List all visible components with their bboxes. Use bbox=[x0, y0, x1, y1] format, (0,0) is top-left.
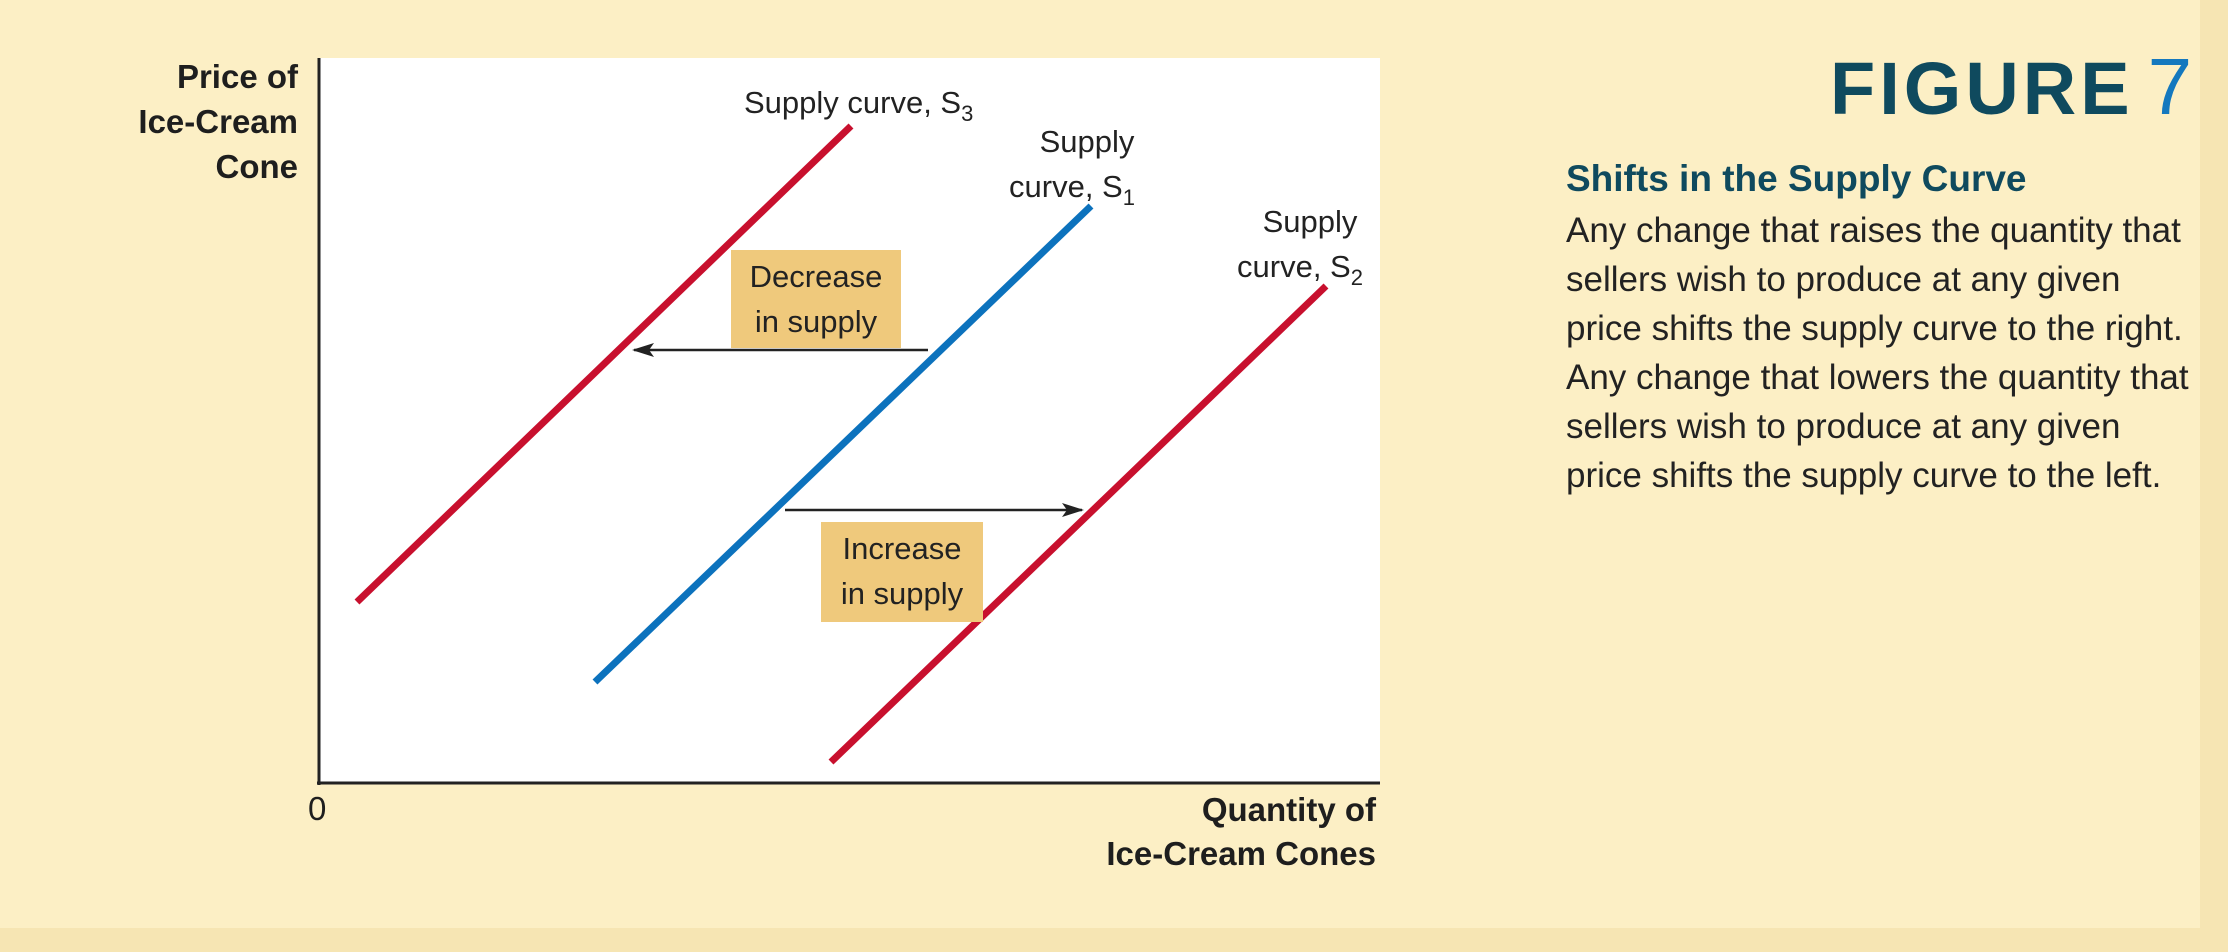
x-axis-title-line1: Quantity of bbox=[1201, 791, 1376, 828]
supply-curve-s3 bbox=[354, 123, 854, 605]
origin-label: 0 bbox=[308, 790, 327, 827]
supply-curve-s1 bbox=[592, 203, 1094, 685]
x-axis-title: Quantity of Ice-Cream Cones bbox=[1020, 788, 1376, 876]
y-axis-title-line1: Price of bbox=[176, 58, 298, 95]
label-s2-line1: Supply bbox=[1263, 204, 1358, 239]
figure-label: FIGURE bbox=[1830, 47, 2134, 130]
figure-title: FIGURE 7 bbox=[1830, 42, 2192, 134]
decrease-label-line2: in supply bbox=[755, 304, 878, 339]
x-axis-title-line2: Ice-Cream Cones bbox=[1106, 835, 1376, 872]
decrease-label-line1: Decrease bbox=[750, 259, 883, 294]
y-axis-title-line2: Ice-Cream bbox=[138, 103, 298, 140]
caption-body: Any change that raises the quantity that… bbox=[1566, 211, 2189, 495]
increase-label-line1: Increase bbox=[843, 531, 962, 566]
label-s2-line2: curve, S2 bbox=[1237, 249, 1363, 290]
panel-edge-bottom bbox=[0, 928, 2228, 952]
supply-curve-s2 bbox=[828, 283, 1329, 765]
label-s3: Supply curve, S3 bbox=[744, 85, 973, 126]
figure-number: 7 bbox=[2147, 42, 2197, 131]
label-s1-line1: Supply bbox=[1040, 124, 1135, 159]
increase-label-line2: in supply bbox=[841, 576, 964, 611]
plot-area bbox=[318, 58, 1380, 782]
label-s1-line2: curve, S1 bbox=[1009, 169, 1135, 210]
caption-heading: Shifts in the Supply Curve bbox=[1566, 158, 2027, 199]
decrease-supply-box bbox=[731, 250, 901, 348]
y-axis-title: Price of Ice-Cream Cone bbox=[60, 54, 298, 189]
panel-edge-right bbox=[2200, 0, 2228, 952]
increase-supply-box bbox=[821, 522, 983, 622]
y-axis-title-line3: Cone bbox=[215, 148, 299, 185]
